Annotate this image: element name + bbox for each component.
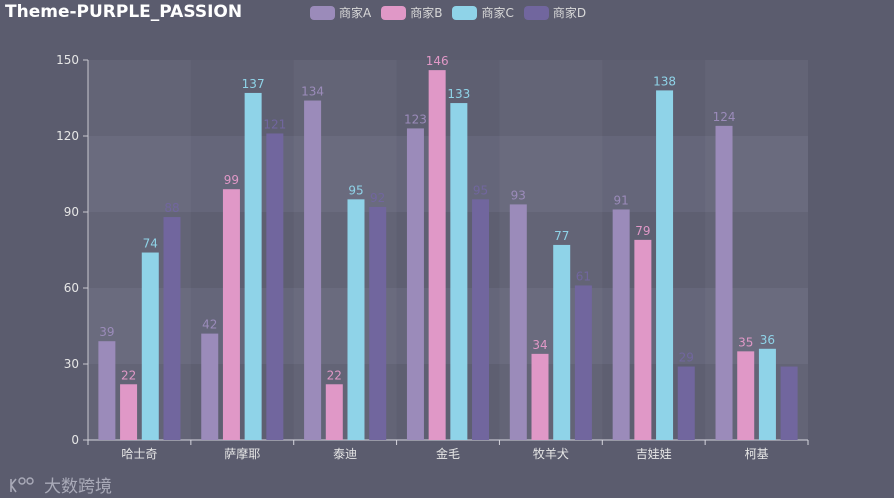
legend-label-c: 商家C [481, 6, 514, 20]
data-label: 146 [426, 54, 449, 68]
bar [758, 348, 776, 440]
legend-item-d[interactable]: 商家D [523, 4, 587, 21]
bar [141, 252, 159, 440]
x-tick-label: 牧羊犬 [533, 446, 569, 461]
data-label: 42 [202, 318, 217, 332]
grid-band-h [88, 60, 808, 136]
grid-band-h [88, 136, 808, 212]
chart-title: Theme-PURPLE_PASSION [5, 2, 243, 22]
data-label: 93 [511, 188, 526, 202]
x-tick-label: 泰迪 [333, 447, 357, 461]
data-label: 79 [635, 224, 650, 238]
data-label: 138 [653, 74, 676, 88]
data-label: 35 [738, 335, 753, 349]
bar [450, 103, 468, 441]
data-label: 22 [327, 368, 342, 382]
bar [428, 70, 446, 440]
grid-band-h [88, 212, 808, 288]
data-label: 39 [99, 325, 114, 339]
legend-swatch-c [452, 5, 478, 20]
legend-swatch-a [310, 5, 335, 20]
y-tick-label: 150 [56, 53, 79, 67]
bar [347, 199, 365, 440]
data-label: 91 [614, 193, 629, 207]
legend-label-d: 商家D [552, 6, 587, 20]
bar [369, 206, 387, 440]
data-label: 92 [370, 191, 385, 205]
legend-item-b[interactable]: 商家B [381, 4, 442, 21]
x-tick-label: 柯基 [745, 447, 769, 461]
bar [163, 217, 181, 440]
data-label: 123 [404, 112, 427, 126]
y-tick-label: 60 [64, 281, 79, 295]
bar [201, 333, 219, 440]
data-label: 99 [224, 173, 239, 187]
bar [304, 100, 322, 441]
bar [531, 353, 549, 440]
x-tick-label: 吉娃娃 [636, 447, 672, 461]
data-label: 124 [713, 110, 736, 124]
watermark-text: 大数跨境 [44, 477, 112, 497]
bar [634, 239, 652, 440]
data-label: 95 [473, 183, 488, 197]
legend-label-b: 商家B [410, 6, 443, 20]
x-tick-label: 金毛 [436, 446, 460, 461]
y-tick-label: 30 [64, 357, 79, 371]
bar [553, 244, 571, 440]
data-label: 137 [242, 77, 265, 91]
data-label: 34 [532, 338, 547, 352]
bar [574, 285, 592, 440]
data-label: 36 [760, 333, 775, 347]
data-label: 121 [263, 117, 286, 131]
watermark: 大数跨境 [8, 472, 112, 497]
bar [780, 366, 798, 440]
bar [472, 199, 490, 440]
bar [222, 189, 240, 440]
bar [266, 133, 284, 440]
data-label: 61 [576, 269, 591, 283]
legend-swatch-b [381, 5, 407, 20]
bar [406, 128, 424, 440]
bar [325, 384, 343, 440]
bar [656, 90, 674, 441]
data-label: 22 [121, 368, 136, 382]
legend-label-a: 商家A [339, 6, 372, 20]
legend-swatch-d [523, 5, 549, 20]
data-label: 29 [679, 351, 694, 365]
watermark-logo-icon [10, 476, 34, 492]
y-tick-label: 0 [71, 433, 79, 447]
legend-item-c[interactable]: 商家C [452, 4, 514, 21]
y-tick-label: 120 [56, 129, 79, 143]
bar [715, 125, 733, 440]
bar [677, 366, 695, 440]
y-tick-label: 90 [64, 205, 79, 219]
bar [244, 92, 262, 440]
data-label: 95 [348, 183, 363, 197]
bar [509, 204, 527, 440]
x-tick-label: 哈士奇 [121, 447, 157, 461]
legend-item-a[interactable]: 商家A [310, 4, 371, 21]
data-label: 133 [447, 87, 470, 101]
legend: 商家A 商家B 商家C 商家D [310, 4, 586, 21]
x-tick-label: 萨摩耶 [224, 446, 260, 461]
bar [120, 384, 138, 440]
bar [612, 209, 630, 440]
data-label: 77 [554, 229, 569, 243]
bar [98, 341, 116, 440]
bar [737, 351, 755, 440]
data-label: 134 [301, 85, 324, 99]
data-label: 88 [164, 201, 179, 215]
data-label: 74 [143, 237, 158, 251]
